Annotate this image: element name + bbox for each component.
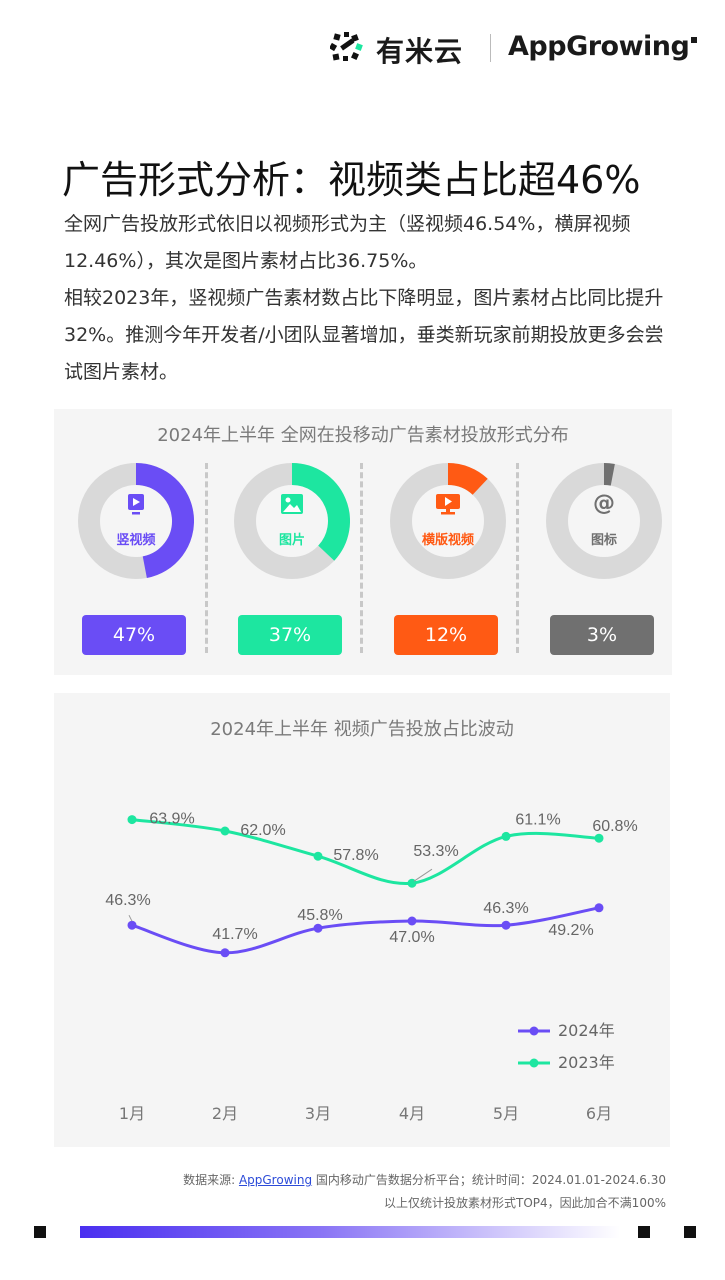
legend-swatch-dot (529, 1026, 539, 1036)
data-point (127, 815, 137, 825)
donut-ring-bg (390, 463, 506, 579)
donut-arc-horizontal-video (447, 463, 488, 496)
data-label: 47.0% (389, 929, 434, 946)
video-trend-panel: 46.3% 41.7% 45.8% 47.0% 46.3% 49.2% 63.9% 62.0%… (54, 693, 670, 1147)
data-label: 49.2% (548, 922, 593, 939)
donut-chart-icon-format (546, 463, 662, 579)
page-title: 广告形式分析：视频类占比超46% (62, 158, 641, 203)
label-leader-line (413, 868, 433, 882)
legend-swatch-dot (529, 1058, 539, 1068)
donut-label-icon-format: 图标 (590, 533, 617, 548)
data-label: 46.3% (105, 892, 150, 909)
pct-badge-image: 37% (238, 615, 342, 655)
appgrowing-text-pre: App (508, 31, 567, 62)
data-point (501, 920, 511, 930)
data-point (127, 920, 137, 930)
x-tick-label: 5月 (493, 1104, 519, 1123)
x-tick-label: 3月 (305, 1104, 331, 1123)
decor-square (34, 1226, 46, 1238)
donut-arc-vertical-video (135, 463, 194, 578)
pct-badge-horizontal-video: 12% (394, 615, 498, 655)
series-line-0 (131, 906, 600, 955)
data-point (220, 826, 230, 836)
donut-chart-vertical-video (78, 463, 194, 579)
legend-label: 2023年 (558, 1053, 615, 1072)
donut-icon-format: @ 图标 3% (542, 463, 662, 663)
appgrowing-text-post: rowing (587, 31, 690, 62)
data-label: 62.0% (240, 822, 285, 839)
data-point (407, 916, 417, 926)
image-icon (230, 493, 354, 519)
x-tick-label: 6月 (586, 1104, 612, 1123)
youmi-logo: 有米云 (330, 28, 478, 68)
data-point (313, 923, 323, 933)
scope-note: 以上仅统计投放素材形式TOP4，因此加合不满100% (384, 1196, 666, 1210)
data-label: 57.8% (333, 847, 378, 864)
donut-chart-image (234, 463, 350, 579)
format-distribution-panel: 2024年上半年 全网在投移动广告素材投放形式分布 竖视频 47% 图片 37% (54, 409, 672, 675)
youmi-mark-icon (330, 32, 363, 61)
source-suffix: 国内移动广告数据分析平台；统计时间：2024.01.01-2024.6.30 (312, 1173, 666, 1187)
donut-image: 图片 37% (230, 463, 350, 663)
source-link[interactable]: AppGrowing (238, 1173, 313, 1187)
data-point (501, 831, 511, 841)
data-label: 46.3% (483, 900, 528, 917)
donut-panel-title: 2024年上半年 全网在投移动广告素材投放形式分布 (157, 425, 569, 446)
dashed-separator (360, 463, 363, 653)
gradient-bar (80, 1226, 620, 1238)
donut-chart-horizontal-video (390, 463, 506, 579)
appgrowing-dot-icon (691, 37, 698, 43)
data-label: 41.7% (212, 926, 257, 943)
dashed-separator (205, 463, 208, 653)
data-point (220, 948, 230, 958)
x-tick-label: 4月 (399, 1104, 425, 1123)
data-label: 60.8% (592, 818, 637, 835)
intro-paragraph-1: 全网广告投放形式依旧以视频形式为主（竖视频46.54%，横屏视频12.46%），… (64, 213, 631, 272)
at-sign-icon: @ (593, 491, 615, 516)
label-leader-line (128, 914, 133, 922)
series-line-1 (131, 818, 600, 886)
decor-square (684, 1226, 696, 1238)
data-point (313, 851, 323, 861)
youmi-brand-text: 有米云 (376, 35, 464, 68)
data-label: 63.9% (149, 811, 194, 828)
donut-arc-image (291, 463, 350, 561)
bottom-decoration (0, 1222, 725, 1242)
source-prefix: 数据来源: (183, 1173, 239, 1187)
data-point (594, 833, 604, 843)
logo-divider (490, 34, 491, 62)
pct-badge-vertical-video: 47% (82, 615, 186, 655)
donut-label-horizontal-video: 横版视频 (421, 533, 474, 548)
line-chart-title: 2024年上半年 视频广告投放占比波动 (210, 719, 514, 740)
vertical-phone-icon (74, 493, 198, 519)
pct-badge-icon-format: 3% (550, 615, 654, 655)
dashed-separator (516, 463, 519, 653)
donut-label-vertical-video: 竖视频 (116, 533, 156, 548)
x-tick-label: 2月 (212, 1104, 238, 1123)
legend-label: 2024年 (558, 1021, 615, 1040)
donut-arc-icon-format (603, 463, 615, 486)
appgrowing-logo: AppGrowing (508, 31, 698, 62)
data-point (594, 903, 604, 913)
header-logos: 有米云 AppGrowing (330, 26, 700, 70)
source-note: 数据来源: AppGrowing 国内移动广告数据分析平台；统计时间：2024.… (183, 1171, 666, 1188)
donut-horizontal-video: 横版视频 12% (386, 463, 506, 663)
data-label: 45.8% (297, 907, 342, 924)
appgrowing-text-g: G (566, 31, 588, 62)
intro-paragraph-2: 相较2023年，竖视频广告素材数占比下降明显，图片素材占比同比提升32%。推测今… (64, 287, 664, 383)
data-label: 53.3% (413, 843, 458, 860)
data-label: 61.1% (515, 811, 560, 828)
video-trend-line-chart: 46.3% 41.7% 45.8% 47.0% 46.3% 49.2% 63.9% 62.0%… (105, 811, 637, 1123)
donut-label-image: 图片 (278, 533, 305, 548)
donut-vertical-video: 竖视频 47% (74, 463, 194, 663)
decor-square (638, 1226, 650, 1238)
x-tick-label: 1月 (119, 1104, 145, 1123)
donut-ring-bg (546, 463, 662, 579)
monitor-icon (386, 493, 510, 519)
